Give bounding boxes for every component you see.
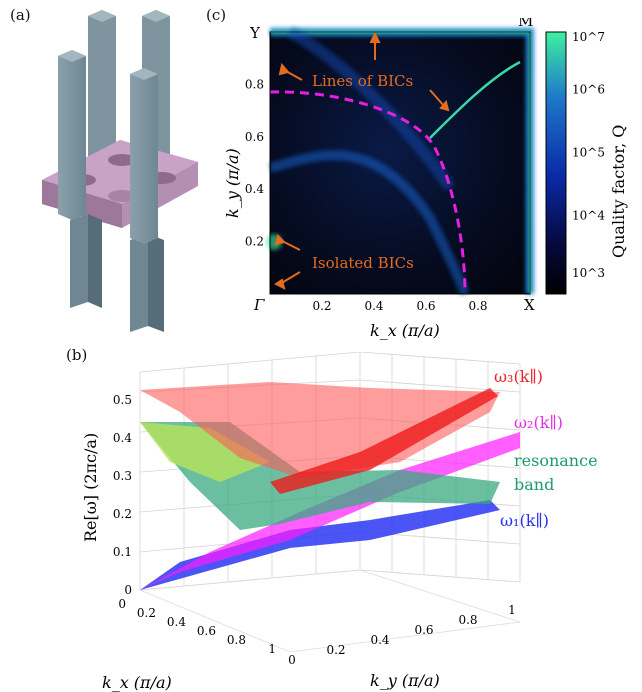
map-background (270, 32, 530, 294)
ky-tick-label: 0.4 (370, 633, 389, 647)
z-tick-label: 0.3 (113, 469, 132, 483)
z-tick-label: 0.2 (113, 507, 132, 521)
x-axis-label: k_x (π/a) (370, 321, 440, 340)
z-tick-label: 0.1 (113, 545, 132, 559)
ky-tick-label: 0 (288, 653, 296, 667)
unit-cell-illustration (42, 10, 198, 332)
z-tick-label: 0 (124, 583, 132, 597)
omega3-cross (270, 388, 498, 494)
kx-tick-label: 0.4 (167, 615, 186, 629)
front-pillar (130, 68, 158, 244)
omega3-label: ω₃(k∥) (494, 367, 543, 386)
band-structure-3d: 00.10.20.30.40.5 00.20.40.60.81 00.20.40… (81, 352, 598, 692)
annotation-lines-of-bics: Lines of BICs (312, 72, 413, 90)
y-axis-label: k_y (π/a) (223, 148, 242, 218)
omega1-surface (140, 500, 500, 590)
y-ticks: 0.2 0.4 0.6 0.8 (245, 77, 264, 248)
band-label: band (514, 475, 554, 494)
colorbar-tick-label: 10^7 (572, 30, 605, 44)
q-factor-map: Lines of BICs Isolated BICs Y M Γ X 0.2 0… (223, 18, 628, 340)
resonance-surface-light (140, 422, 270, 482)
front-pillar (58, 50, 86, 220)
lower-pillar-side (148, 234, 164, 332)
lower-pillar (130, 234, 148, 332)
annotation-isolated-bics: Isolated BICs (312, 254, 414, 272)
resonance-label: resonance (514, 451, 598, 470)
x-tick-label: 0.6 (416, 299, 435, 313)
z-axis-label: Re[ω] (2πc/a) (81, 433, 100, 542)
lower-pillar-side (88, 214, 102, 308)
z-tick-label: 0.4 (113, 431, 132, 445)
colorbar (545, 31, 567, 295)
y-tick-label: 0.6 (245, 130, 264, 144)
ky-ticks: 0 0.2 0.4 0.6 0.8 1 (288, 603, 516, 667)
x-tick-label: 0.2 (312, 299, 331, 313)
corner-y-label: Y (249, 24, 261, 42)
kx-tick-label: 1 (268, 642, 276, 656)
x-ticks: 0.2 0.4 0.6 0.8 (312, 299, 487, 313)
ky-tick-label: 0.2 (326, 643, 345, 657)
kx-tick-label: 0 (118, 597, 126, 611)
corner-x-label: X (524, 296, 535, 314)
colorbar-tick-label: 10^5 (572, 146, 605, 160)
ky-tick-label: 0.8 (458, 613, 477, 627)
bic-line (429, 60, 521, 139)
colorbar-label: Quality factor, Q (609, 125, 628, 258)
ky-tick-label: 0.6 (414, 623, 433, 637)
colorbar-tick-label: 10^3 (572, 266, 605, 280)
lower-pillar (70, 214, 88, 308)
map-frame (269, 31, 531, 295)
omega3-surface (140, 382, 500, 478)
omega1-label: ω₁(k∥) (500, 511, 549, 530)
annotation-arrows (274, 31, 450, 290)
colorbar-tick-label: 10^6 (572, 83, 605, 97)
omega2-label: ω₂(k∥) (514, 413, 563, 432)
panel-label-c: (c) (206, 6, 227, 24)
kx-axis-label: k_x (π/a) (102, 673, 172, 692)
z-ticks: 0 0.1 0.2 0.3 0.4 0.5 (113, 393, 132, 597)
glow-arc (287, 26, 455, 192)
boundary-curve (269, 90, 467, 295)
ky-axis-label: k_y (π/a) (370, 671, 440, 690)
panel-label-a: (a) (10, 6, 31, 24)
kx-tick-label: 0.2 (137, 606, 156, 620)
y-tick-label: 0.8 (245, 77, 264, 91)
corner-m-label: M (518, 18, 533, 30)
colorbar-ticks: 10^7 10^6 10^5 10^4 10^3 (572, 30, 605, 280)
kx-tick-label: 0.8 (227, 633, 246, 647)
kx-tick-label: 0.6 (197, 624, 216, 638)
band-surfaces (140, 382, 520, 590)
kx-ticks: 0 0.2 0.4 0.6 0.8 1 (118, 597, 276, 656)
x-tick-label: 0.4 (364, 299, 383, 313)
z-tick-label: 0.5 (113, 393, 132, 407)
y-tick-label: 0.2 (245, 235, 264, 249)
colorbar-tick-label: 10^4 (572, 208, 605, 222)
corner-gamma-label: Γ (253, 296, 265, 314)
y-tick-label: 0.4 (245, 182, 264, 196)
x-tick-label: 0.8 (468, 299, 487, 313)
glow-arc (268, 150, 470, 296)
panel-label-b: (b) (66, 346, 88, 364)
ky-tick-label: 1 (508, 603, 516, 617)
floor-grid (139, 569, 521, 653)
back-pillar (88, 10, 116, 166)
